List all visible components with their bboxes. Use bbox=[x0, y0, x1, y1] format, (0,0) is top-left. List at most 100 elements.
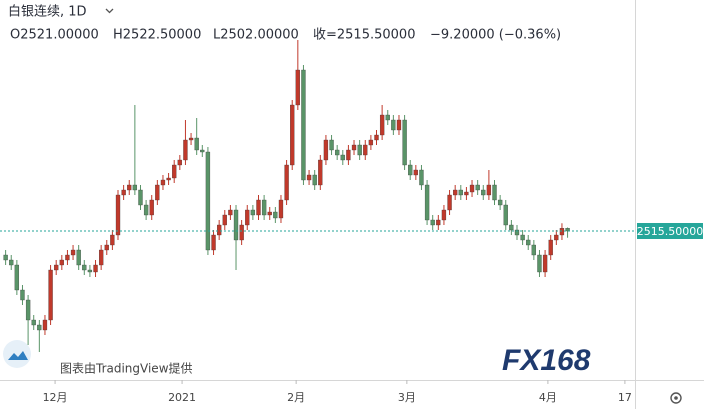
candle-body bbox=[520, 234, 525, 241]
candle-body bbox=[357, 144, 362, 156]
candle-body bbox=[340, 154, 345, 161]
settings-gear[interactable] bbox=[670, 392, 682, 404]
candle-body bbox=[408, 164, 413, 176]
candle-body bbox=[385, 114, 390, 121]
gear-ring[interactable] bbox=[670, 392, 682, 404]
candle-body bbox=[99, 249, 104, 266]
candle-body bbox=[441, 209, 447, 221]
candle-body bbox=[464, 191, 469, 196]
candle-body bbox=[537, 254, 542, 273]
candle-body bbox=[166, 177, 171, 181]
candle-body bbox=[132, 184, 138, 191]
candle-body bbox=[160, 179, 166, 186]
candle-body bbox=[548, 239, 553, 256]
candle-body bbox=[14, 264, 20, 291]
logo: FX168 bbox=[502, 344, 591, 377]
candle-body bbox=[188, 137, 194, 141]
candle-body bbox=[318, 159, 323, 186]
candle-body bbox=[531, 244, 536, 256]
candle-body bbox=[503, 204, 508, 226]
candle-body bbox=[284, 164, 289, 201]
candle-body bbox=[391, 119, 396, 131]
candle-body bbox=[48, 269, 53, 321]
candle-body bbox=[509, 224, 514, 231]
candle-body bbox=[261, 199, 267, 216]
candle-body bbox=[9, 259, 14, 266]
candle-body bbox=[419, 169, 424, 186]
candle-body bbox=[458, 189, 463, 196]
candle-body bbox=[245, 209, 250, 226]
candle-body bbox=[396, 119, 402, 131]
candle-body bbox=[31, 319, 36, 326]
candle-body bbox=[250, 209, 256, 216]
candle-body bbox=[430, 219, 435, 226]
candle-body bbox=[447, 194, 452, 211]
candle-body bbox=[239, 224, 244, 241]
candle-body bbox=[492, 184, 497, 201]
candle-body bbox=[65, 254, 70, 261]
candle-body bbox=[301, 69, 306, 181]
x-tick-label: 3月 bbox=[398, 391, 416, 404]
candle-body bbox=[149, 199, 154, 216]
candle-body bbox=[329, 139, 334, 151]
ohlc-header: O2521.00000 H2522.50000 L2502.00000 收=2515.… bbox=[10, 28, 561, 43]
candle-body bbox=[110, 234, 115, 246]
chart-title[interactable]: 白银连续, 1D bbox=[8, 4, 87, 20]
candle-body bbox=[200, 149, 205, 153]
tradingview-badge bbox=[3, 340, 31, 368]
candle-body bbox=[346, 149, 351, 161]
candle-body bbox=[306, 174, 312, 181]
candle-body bbox=[115, 194, 121, 236]
interval-chevron[interactable] bbox=[105, 8, 114, 14]
candle-body bbox=[481, 189, 486, 196]
candle-body bbox=[121, 189, 126, 196]
candle-body bbox=[222, 214, 227, 226]
gear-hub[interactable] bbox=[674, 396, 678, 400]
badge-circle bbox=[3, 340, 31, 368]
last-price-box bbox=[637, 223, 703, 239]
x-tick-label: 4月 bbox=[539, 391, 557, 404]
candle-body bbox=[323, 139, 329, 161]
candles bbox=[3, 40, 570, 352]
candle-body bbox=[312, 174, 317, 186]
badge-icon bbox=[8, 351, 28, 360]
candle-body bbox=[54, 264, 59, 271]
candle-body bbox=[82, 264, 87, 271]
candle-body bbox=[295, 69, 300, 106]
ohlc-value: H2522.50000 bbox=[113, 28, 201, 43]
x-tick-label: 12月 bbox=[43, 391, 68, 404]
candle-body bbox=[217, 224, 222, 236]
candle-body bbox=[177, 159, 182, 166]
candle-body bbox=[20, 289, 25, 301]
candle-body bbox=[379, 114, 385, 136]
ohlc-value: −9.20000 (−0.36%) bbox=[430, 28, 561, 43]
candle-body bbox=[273, 211, 278, 219]
candle-body bbox=[211, 234, 216, 251]
candle-body bbox=[436, 219, 441, 226]
candle-body bbox=[363, 144, 368, 156]
candle-body bbox=[183, 139, 188, 161]
candle-body bbox=[37, 324, 42, 331]
candle-body bbox=[514, 229, 520, 236]
candle-body bbox=[469, 184, 475, 193]
candle-body bbox=[205, 151, 211, 251]
candle-body bbox=[3, 254, 8, 261]
candle-body bbox=[87, 269, 93, 273]
candle-body bbox=[93, 264, 98, 273]
candle-body bbox=[228, 209, 233, 216]
last-price-label: 2515.50000 bbox=[637, 225, 703, 238]
watermark: 图表由TradingView提供 bbox=[60, 361, 193, 376]
candle-body bbox=[194, 137, 199, 151]
candle-body bbox=[351, 144, 357, 151]
ohlc-value: L2502.00000 bbox=[213, 28, 299, 43]
candle-body bbox=[368, 139, 374, 146]
candle-body bbox=[526, 239, 531, 246]
candle-body bbox=[486, 184, 492, 196]
candle-body bbox=[143, 204, 149, 216]
candle-body bbox=[172, 164, 177, 179]
candle-body bbox=[155, 184, 160, 201]
candle-body bbox=[335, 149, 340, 156]
candle-body bbox=[453, 189, 458, 196]
